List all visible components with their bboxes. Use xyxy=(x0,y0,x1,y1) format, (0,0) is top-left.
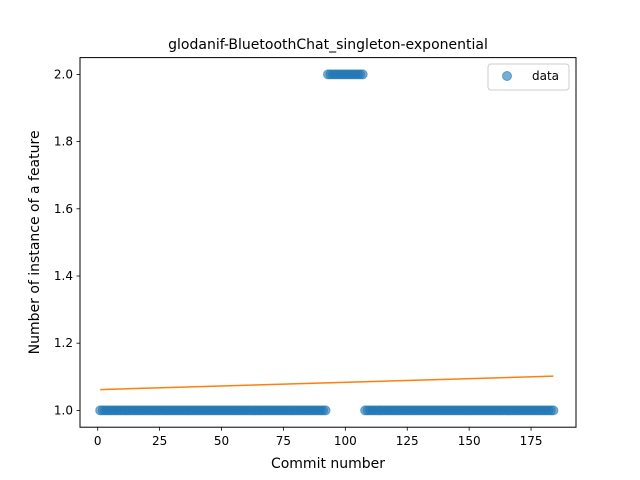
x-tick-label: 25 xyxy=(152,434,167,448)
axis-ticks: 0 25 50 75 100 125 150 175 1.0 1.2 1.4 1.6 1.8 2.0 xyxy=(54,67,543,448)
fit-line xyxy=(100,375,554,391)
x-axis-label: Commit number xyxy=(271,456,385,472)
x-tick-label: 50 xyxy=(214,434,229,448)
chart-title: glodanif-BluetoothChat_singleton-exponen… xyxy=(168,37,488,53)
data-point xyxy=(320,405,331,416)
y-tick-label: 1.4 xyxy=(54,269,73,283)
y-tick-label: 1.8 xyxy=(54,135,73,149)
legend-marker-data xyxy=(502,71,512,81)
y-axis-label: Number of instance of a feature xyxy=(27,130,43,354)
legend-label-data: data xyxy=(532,69,559,83)
x-tick-label: 75 xyxy=(276,434,291,448)
legend: data xyxy=(487,63,570,91)
y-tick-label: 1.0 xyxy=(54,403,73,417)
y-tick-label: 1.2 xyxy=(54,336,73,350)
x-tick-label: 175 xyxy=(520,434,543,448)
legend-box xyxy=(487,63,570,91)
x-tick-label: 0 xyxy=(94,434,102,448)
x-tick-label: 100 xyxy=(334,434,357,448)
plot-area xyxy=(95,69,559,416)
x-tick-label: 150 xyxy=(458,434,481,448)
y-tick-label: 1.6 xyxy=(54,202,73,216)
x-tick-label: 125 xyxy=(396,434,419,448)
data-point xyxy=(548,405,559,416)
data-point xyxy=(357,69,368,80)
y-tick-label: 2.0 xyxy=(54,67,73,81)
axes-frame xyxy=(79,57,577,428)
